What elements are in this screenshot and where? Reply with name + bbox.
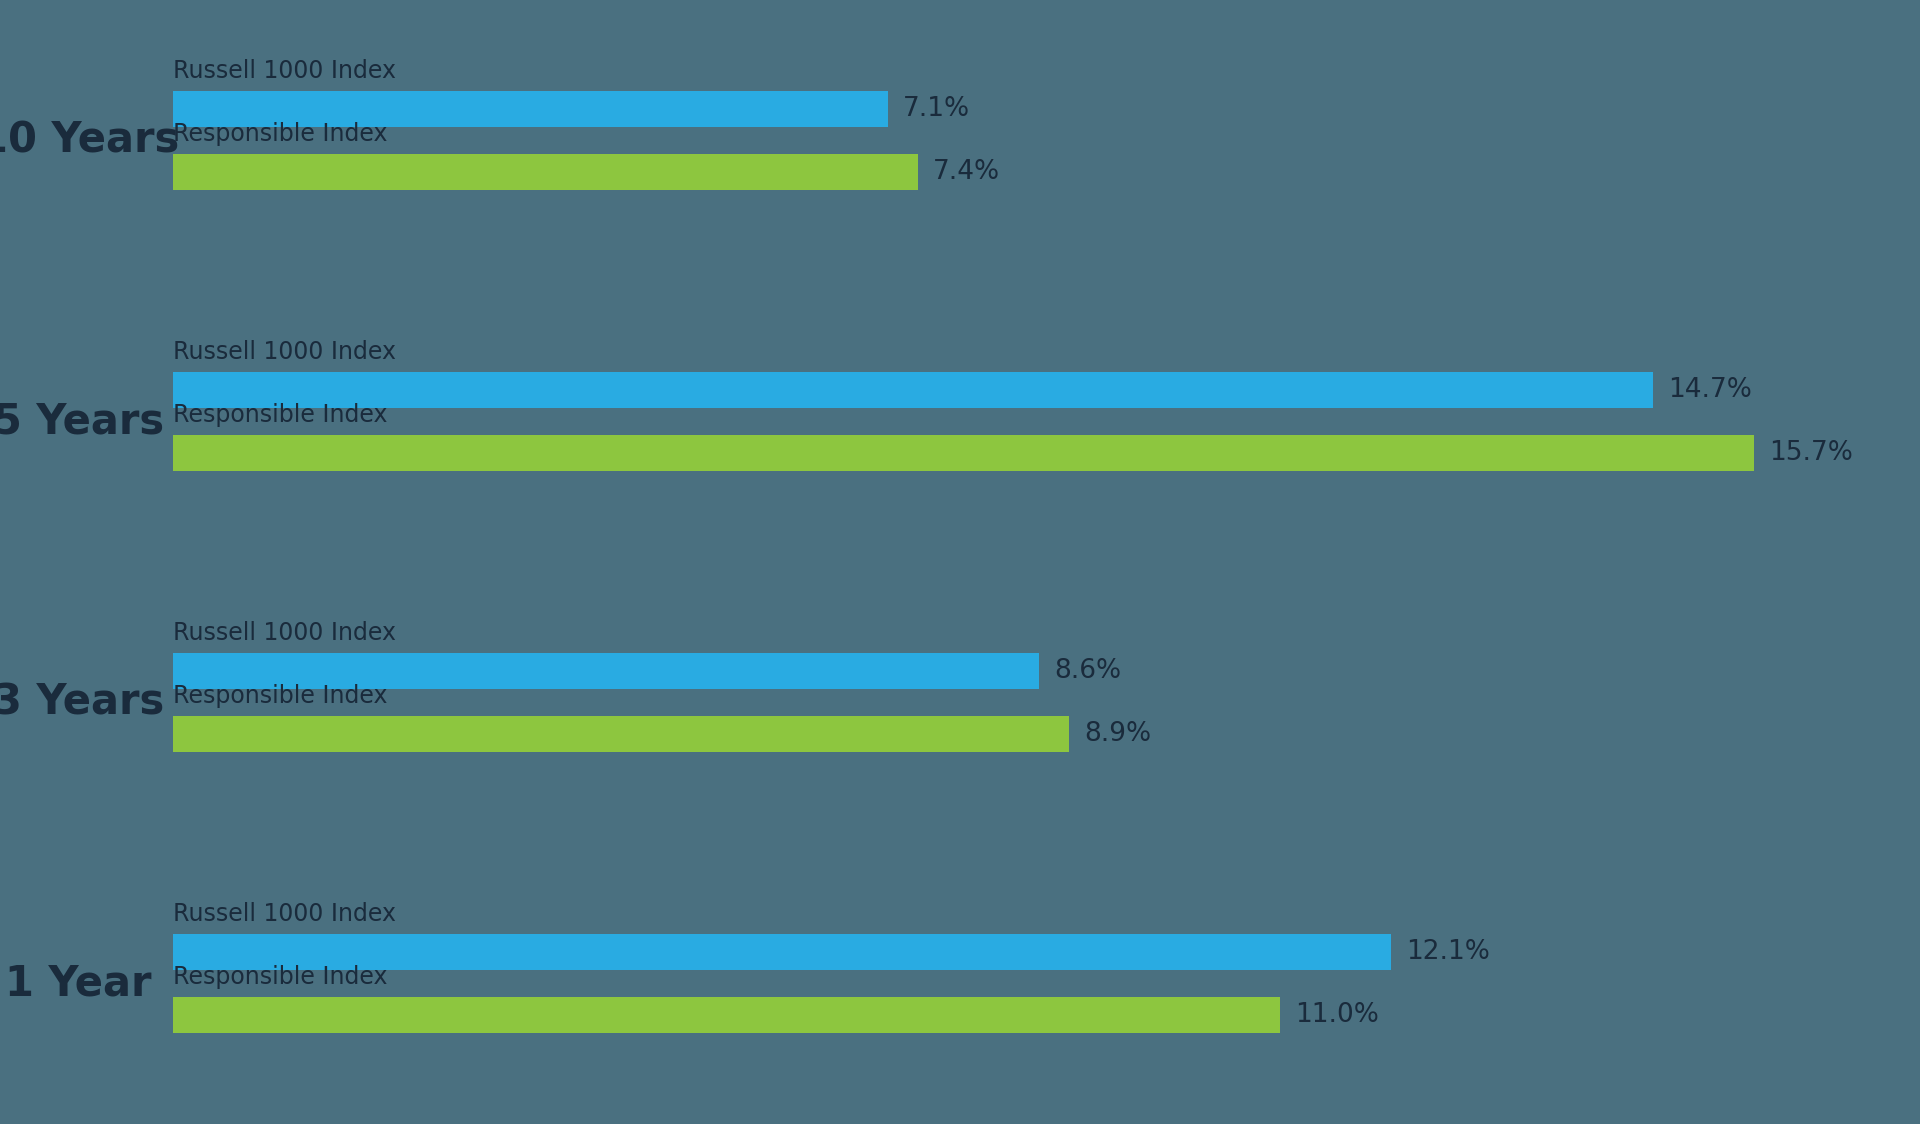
Bar <box>173 435 1753 471</box>
Text: Russell 1000 Index: Russell 1000 Index <box>173 58 396 83</box>
Text: 12.1%: 12.1% <box>1405 939 1490 966</box>
Text: Russell 1000 Index: Russell 1000 Index <box>173 901 396 926</box>
Bar <box>173 91 887 127</box>
Text: 10 Years: 10 Years <box>0 119 179 162</box>
Text: Responsible Index: Responsible Index <box>173 121 388 146</box>
Text: Russell 1000 Index: Russell 1000 Index <box>173 339 396 364</box>
Bar <box>173 934 1392 970</box>
Text: 5 Years: 5 Years <box>0 400 165 443</box>
Text: 15.7%: 15.7% <box>1768 439 1853 466</box>
Text: 1 Year: 1 Year <box>6 962 152 1005</box>
Text: Responsible Index: Responsible Index <box>173 683 388 708</box>
Text: 14.7%: 14.7% <box>1668 377 1753 404</box>
Text: 11.0%: 11.0% <box>1296 1001 1379 1028</box>
Text: 8.6%: 8.6% <box>1054 658 1121 685</box>
Text: Russell 1000 Index: Russell 1000 Index <box>173 620 396 645</box>
Bar <box>173 653 1039 689</box>
Text: 8.9%: 8.9% <box>1085 720 1152 747</box>
Text: Responsible Index: Responsible Index <box>173 402 388 427</box>
Text: 7.4%: 7.4% <box>933 158 1000 185</box>
Text: 7.1%: 7.1% <box>902 96 970 123</box>
Bar <box>173 372 1653 408</box>
Bar <box>173 154 918 190</box>
Bar <box>173 997 1281 1033</box>
Bar <box>173 716 1069 752</box>
Text: 3 Years: 3 Years <box>0 681 165 724</box>
Text: Responsible Index: Responsible Index <box>173 964 388 989</box>
